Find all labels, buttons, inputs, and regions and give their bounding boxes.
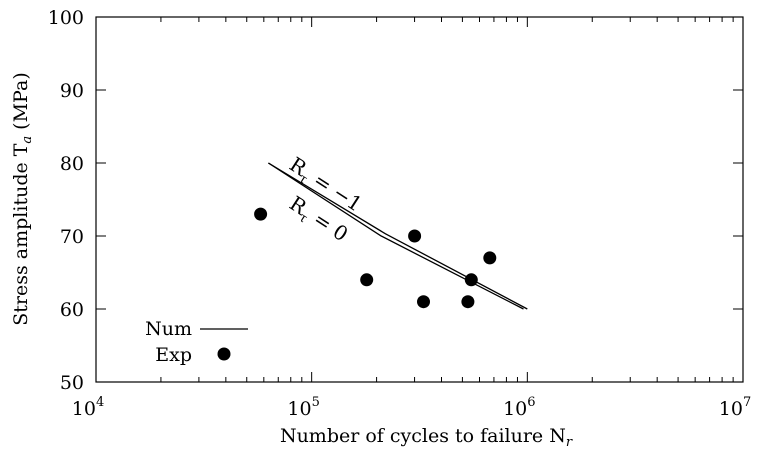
y-axis-title: Stress amplitude Ta (MPa) <box>10 72 35 325</box>
x-tick-label-exponent: 5 <box>312 395 320 410</box>
x-tick-label-base: 10 <box>719 398 743 420</box>
x-tick-label: 104 <box>72 395 104 420</box>
y-tick-label: 60 <box>60 299 84 321</box>
x-axis-title-sub: r <box>566 435 573 450</box>
exp-data-point <box>461 295 475 309</box>
exp-data-point <box>254 207 268 221</box>
x-tick-label-exponent: 4 <box>96 395 104 410</box>
y-axis-title-unit: (MPa) <box>10 72 32 130</box>
series-line-r-zero <box>268 162 524 310</box>
exp-data-point <box>360 273 374 287</box>
axis-ticks <box>95 16 744 383</box>
exp-markers <box>254 207 497 309</box>
legend: Num Exp <box>145 318 248 366</box>
x-tick-label-exponent: 7 <box>743 395 751 410</box>
x-tick-label: 106 <box>503 395 535 420</box>
y-tick-label: 80 <box>60 153 84 175</box>
y-tick-label: 100 <box>48 7 84 29</box>
exp-data-point <box>483 251 497 265</box>
exp-data-point <box>417 295 430 309</box>
x-tick-labels: 104 105 106 107 <box>72 395 751 420</box>
y-axis-title-text: Stress amplitude T <box>10 143 32 325</box>
series-lines <box>268 162 528 310</box>
x-axis-title-text: Number of cycles to failure N <box>280 425 566 447</box>
y-tick-label: 50 <box>60 372 84 394</box>
legend-label-exp: Exp <box>155 344 192 366</box>
x-tick-label-base: 10 <box>287 398 311 420</box>
legend-marker-exp <box>217 347 231 361</box>
x-axis-title: Number of cycles to failure Nr <box>280 425 573 450</box>
x-tick-label: 107 <box>719 395 751 420</box>
y-tick-label: 70 <box>60 226 84 248</box>
exp-data-point <box>464 273 478 287</box>
x-tick-label-exponent: 6 <box>527 395 535 410</box>
legend-label-num: Num <box>145 318 192 340</box>
x-tick-label-base: 10 <box>72 398 96 420</box>
exp-data-point <box>408 229 422 243</box>
y-tick-labels: 50 60 70 80 90 100 <box>48 7 84 394</box>
plot-area-frame <box>95 16 744 383</box>
y-tick-label: 90 <box>60 80 84 102</box>
series-line-r-minus-1 <box>268 162 528 310</box>
x-tick-label-base: 10 <box>503 398 527 420</box>
x-tick-label: 105 <box>287 395 319 420</box>
y-axis-title-sub: a <box>20 136 35 144</box>
